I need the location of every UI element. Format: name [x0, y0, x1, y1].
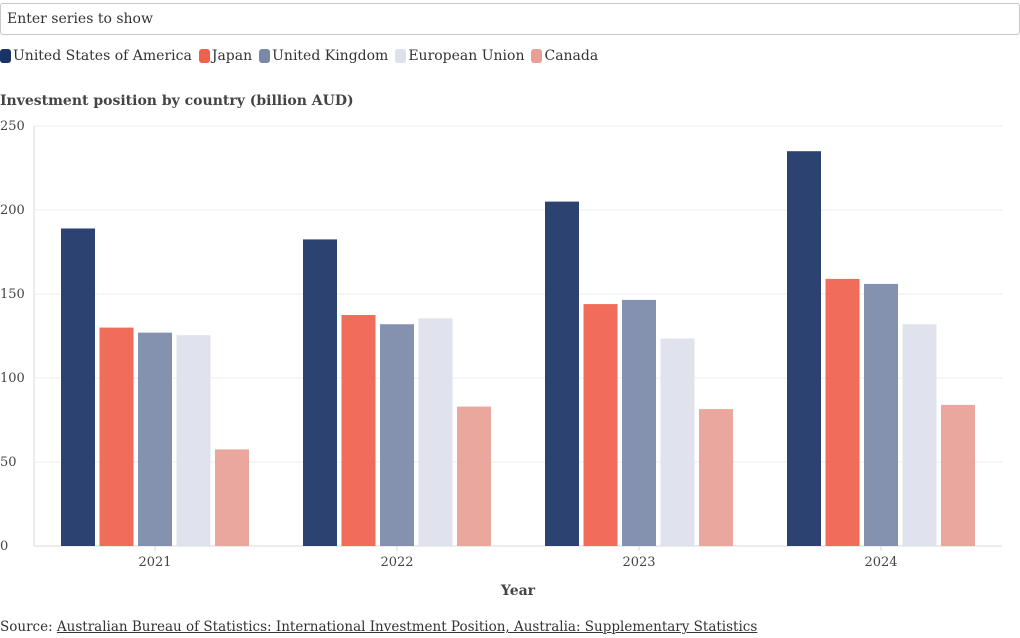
- legend-label: European Union: [408, 48, 525, 64]
- bar: [61, 228, 95, 547]
- legend: United States of America Japan United Ki…: [0, 48, 605, 64]
- legend-label: United Kingdom: [272, 48, 389, 64]
- source-link[interactable]: Australian Bureau of Statistics: Interna…: [56, 619, 758, 635]
- x-tick-label: 2021: [138, 555, 171, 570]
- source-prefix: Source:: [0, 619, 57, 635]
- bar: [941, 404, 975, 546]
- bar: [99, 327, 134, 546]
- x-tick-label: 2024: [864, 555, 897, 570]
- legend-label: Canada: [544, 48, 599, 64]
- x-tick-label: 2023: [622, 555, 655, 570]
- legend-swatch: [531, 49, 543, 63]
- bar: [622, 299, 656, 546]
- x-axis-title: Year: [500, 583, 536, 599]
- bar: [215, 449, 249, 546]
- y-tick-label: 200: [0, 203, 25, 218]
- source-note: Source: Australian Bureau of Statistics:…: [0, 619, 757, 635]
- legend-swatch: [0, 49, 11, 63]
- legend-item-uk[interactable]: United Kingdom: [259, 48, 388, 64]
- bar: [825, 278, 860, 546]
- bar: [418, 318, 453, 546]
- bar: [457, 406, 491, 546]
- legend-item-eu[interactable]: European Union: [395, 48, 524, 64]
- legend-item-japan[interactable]: Japan: [198, 48, 253, 64]
- y-tick-label: 150: [0, 287, 25, 302]
- legend-swatch: [259, 49, 271, 63]
- bar: [902, 324, 937, 546]
- bar: [660, 338, 695, 546]
- series-search-input[interactable]: [0, 3, 1020, 35]
- legend-item-usa[interactable]: United States of America: [0, 48, 192, 64]
- legend-swatch: [395, 49, 407, 63]
- bar: [699, 409, 733, 546]
- chart-title: Investment position by country (billion …: [0, 93, 354, 109]
- bar: [176, 335, 211, 546]
- x-tick-label: 2022: [380, 555, 413, 570]
- bar: [787, 151, 821, 546]
- bar: [380, 324, 414, 546]
- y-tick-label: 50: [0, 455, 17, 470]
- y-tick-label: 100: [0, 371, 25, 386]
- bar-chart: 0 50 100 150 200 250 2021 2022 2023 2024 Year: [0, 119, 1002, 599]
- y-tick-label: 0: [0, 539, 8, 554]
- legend-swatch: [198, 49, 210, 63]
- bar: [303, 239, 337, 546]
- y-tick-label: 250: [0, 119, 25, 134]
- bar: [864, 283, 898, 546]
- bar: [583, 304, 618, 546]
- bar: [545, 201, 579, 546]
- legend-label: Japan: [211, 48, 253, 64]
- bar: [138, 332, 172, 546]
- bar: [341, 315, 376, 546]
- legend-item-canada[interactable]: Canada: [531, 48, 598, 64]
- legend-label: United States of America: [13, 48, 192, 64]
